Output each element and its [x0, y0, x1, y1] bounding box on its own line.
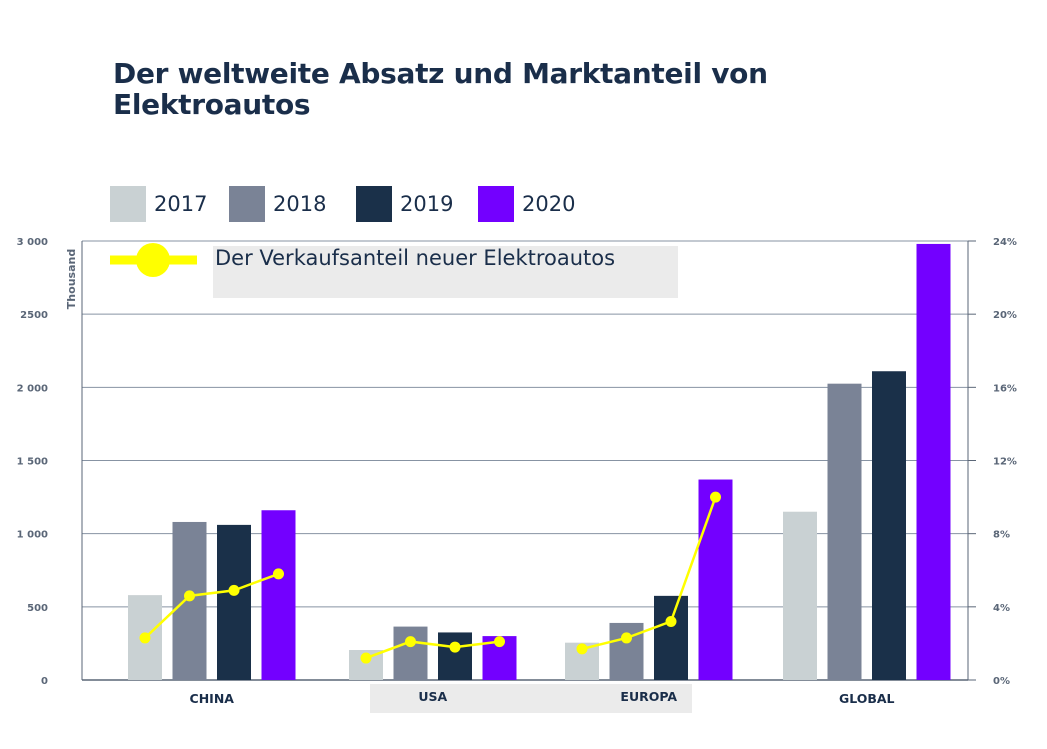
share-point-usa — [494, 636, 505, 648]
legend-item-2020: 2020 — [478, 186, 575, 222]
legend-swatch-2017 — [110, 186, 146, 222]
legend-swatch-2019 — [356, 186, 392, 222]
share-point-usa — [360, 652, 372, 664]
legend-item-2019: 2019 — [356, 186, 453, 222]
bar-china-2020 — [261, 510, 296, 680]
y2-tick-label: 8% — [993, 530, 1010, 541]
bar-usa-2019 — [438, 632, 472, 680]
share-point-china — [228, 584, 240, 596]
y2-tick-label: 12% — [993, 457, 1017, 468]
y2-tick-label: 16% — [993, 383, 1017, 394]
category-label-china: CHINA — [190, 691, 235, 706]
y-tick-label: 500 — [27, 603, 48, 614]
y-tick-label: 1 500 — [17, 457, 48, 468]
share-line-usa — [365, 640, 500, 660]
legend-swatch-2018 — [229, 186, 265, 222]
bar-global-2017 — [783, 511, 817, 680]
bar-global-2019 — [872, 371, 906, 680]
line-legend-marker — [136, 243, 170, 277]
share-point-europa — [621, 632, 632, 644]
share-line-china — [144, 572, 279, 639]
share-point-usa — [405, 636, 416, 648]
y2-tick-label: 20% — [993, 310, 1017, 321]
share-point-china — [184, 590, 195, 602]
legend-label-2020: 2020 — [522, 192, 576, 216]
chart-title: Der weltweite Absatz und Marktanteil von… — [113, 57, 768, 121]
category-highlight-band — [370, 684, 692, 713]
y-tick-label: 1 000 — [17, 530, 48, 541]
share-line-europa — [581, 496, 717, 651]
share-point-china — [273, 568, 284, 580]
legend-swatch-2020 — [478, 186, 514, 222]
legend-label-2019: 2019 — [400, 192, 454, 216]
y-axis-label: Thousand — [65, 249, 78, 309]
y2-tick-label: 24% — [993, 237, 1017, 248]
legend-label-2018: 2018 — [273, 192, 327, 216]
category-label-usa: USA — [418, 689, 447, 704]
share-point-europa — [665, 615, 677, 627]
y-tick-label: 0 — [41, 676, 48, 687]
bar-europa-2019 — [654, 595, 688, 680]
y2-tick-label: 4% — [993, 603, 1010, 614]
legend-item-2018: 2018 — [229, 186, 326, 222]
line-legend-box — [213, 246, 678, 298]
legend-label-2017: 2017 — [154, 192, 208, 216]
category-label-global: GLOBAL — [839, 691, 895, 706]
share-point-china — [139, 632, 151, 644]
y2-tick-label: 0% — [993, 676, 1010, 687]
y-tick-label: 3 000 — [17, 237, 48, 248]
bar-europa-2018 — [609, 622, 644, 680]
category-label-europa: EUROPA — [620, 689, 677, 704]
bar-europa-2020 — [698, 479, 733, 680]
legend-item-2017: 2017 — [110, 186, 207, 222]
bar-global-2020 — [916, 243, 951, 680]
y-tick-label: 2500 — [20, 310, 48, 321]
bar-china-2019 — [217, 524, 251, 680]
line-legend-label: Der Verkaufsanteil neuer Elektroautos — [215, 246, 616, 270]
y-tick-label: 2 000 — [17, 383, 48, 394]
share-point-europa — [710, 491, 721, 503]
bar-global-2018 — [827, 383, 862, 680]
bar-usa-2018 — [393, 626, 428, 680]
share-point-usa — [449, 641, 461, 653]
share-point-europa — [576, 643, 588, 655]
